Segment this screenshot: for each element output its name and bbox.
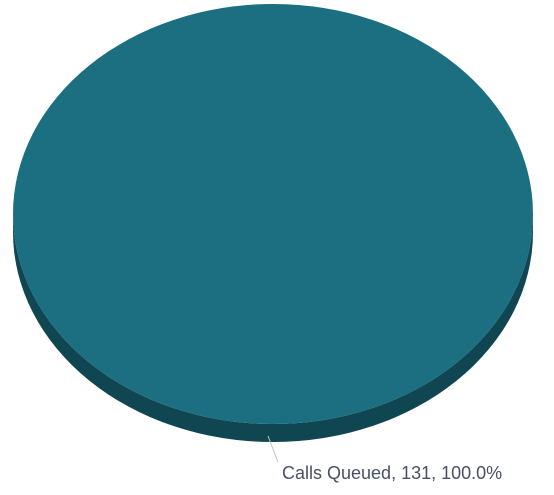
data-label-connector [267,435,279,463]
data-label-calls-queued: Calls Queued, 131, 100.0% [282,463,502,483]
pie-slice-calls-queued[interactable] [13,4,533,424]
